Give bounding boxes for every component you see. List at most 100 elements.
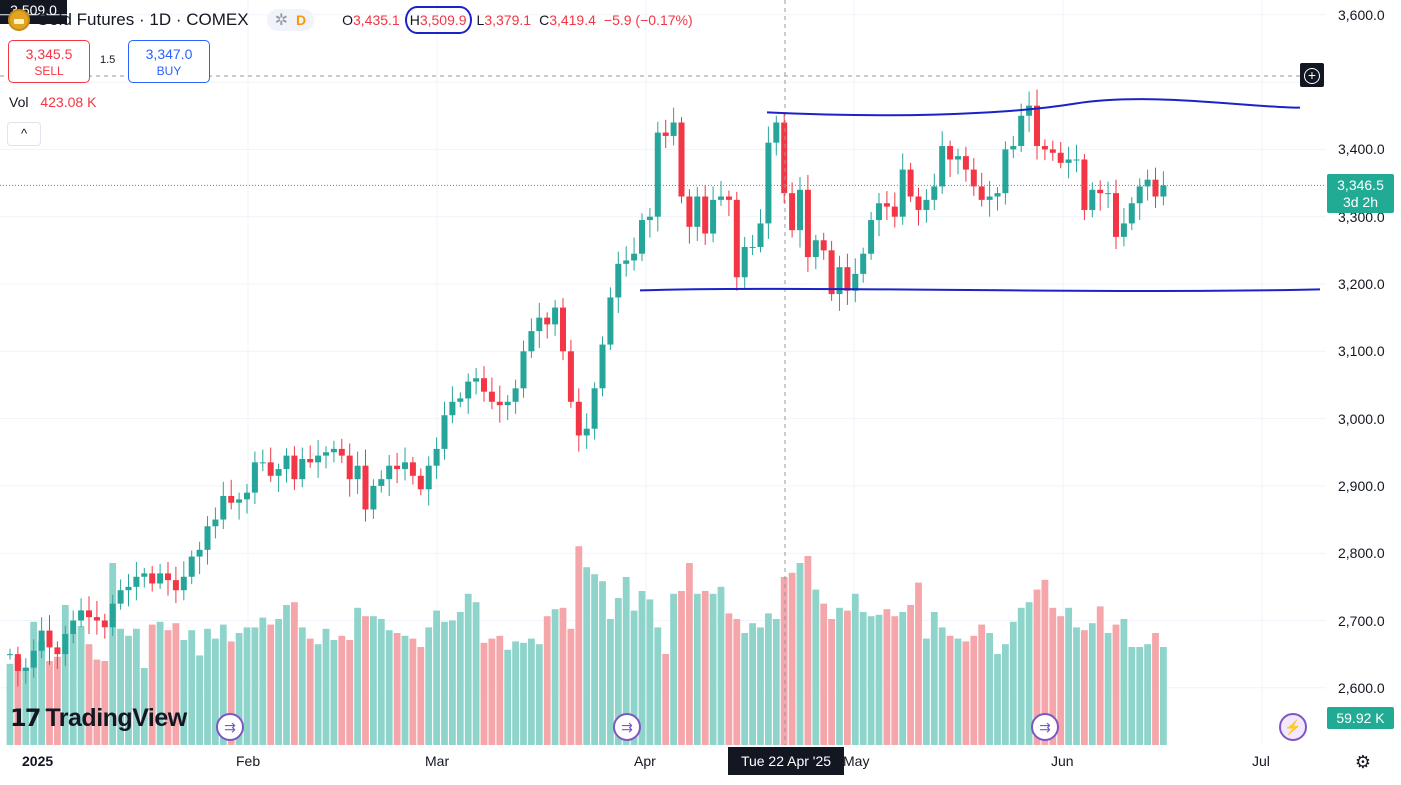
- candle-up: [765, 142, 772, 224]
- volume-bar: [1152, 633, 1159, 745]
- volume-bar: [69, 633, 77, 745]
- candle-up: [117, 590, 124, 604]
- candle-up: [868, 220, 875, 254]
- symbol-title[interactable]: Gold Futures · 1D · COMEX: [36, 10, 249, 29]
- buy-label: BUY: [156, 64, 182, 78]
- support-trendline: [639, 287, 1321, 292]
- candle-up: [876, 203, 882, 221]
- volume-bar: [614, 598, 622, 745]
- volume-bar: [575, 546, 583, 745]
- candle-up: [244, 492, 250, 500]
- volume-bar: [1065, 607, 1072, 745]
- volume-bar: [788, 572, 796, 745]
- candle-down: [686, 196, 693, 227]
- candle-down: [947, 146, 954, 160]
- plus-circle-icon: +: [1304, 68, 1320, 84]
- volume-bar: [212, 638, 219, 745]
- volume-bar: [512, 641, 519, 745]
- candle-down: [101, 620, 108, 628]
- buy-button[interactable]: 3,347.0 BUY: [128, 40, 210, 83]
- market-status-badges[interactable]: ✲ D: [266, 9, 315, 31]
- volume-bar: [338, 635, 346, 745]
- candle-down: [1049, 149, 1056, 153]
- volume-bar: [322, 628, 330, 745]
- candle-up: [1065, 159, 1072, 163]
- candle-up: [836, 267, 843, 295]
- tradingview-logo[interactable]: 17 TradingView: [10, 703, 187, 733]
- volume-bar: [38, 641, 45, 745]
- candle-up: [1018, 115, 1025, 147]
- volume-bar: [61, 605, 69, 745]
- volume-bars: [6, 546, 1167, 745]
- candle-up: [1136, 186, 1143, 204]
- volume-bar: [638, 591, 646, 745]
- candle-up: [955, 156, 961, 160]
- volume-bar: [14, 658, 22, 745]
- dividend-event-icon[interactable]: ⇉: [613, 713, 641, 741]
- volume-bar: [1112, 624, 1120, 745]
- volume-bar: [709, 593, 717, 745]
- candle-up: [125, 586, 132, 591]
- candle-up: [323, 452, 329, 456]
- time-axis-label: Mar: [425, 753, 450, 769]
- volume-bar: [77, 626, 85, 745]
- collapse-legend-button[interactable]: ^: [7, 122, 41, 146]
- volume-bar: [1136, 647, 1144, 745]
- candle-up: [741, 246, 748, 278]
- sell-button[interactable]: 3,345.5 SELL: [8, 40, 90, 83]
- volume-bar: [172, 623, 180, 745]
- high-annotation-circle: H3,509.9: [404, 6, 472, 34]
- candle-up: [188, 556, 195, 577]
- volume-bar: [251, 627, 259, 745]
- candle-up: [370, 485, 377, 510]
- candle-up: [441, 415, 448, 449]
- volume-bar: [30, 621, 38, 745]
- volume-bar: [915, 582, 922, 745]
- candle-up: [299, 458, 306, 480]
- open-value: 3,435.1: [352, 12, 400, 28]
- volume-price-tag: 59.92 K: [1327, 707, 1394, 729]
- candle-up: [512, 388, 519, 402]
- candle-up: [1144, 179, 1151, 187]
- volume-bar: [994, 654, 1001, 745]
- symbol-header: Gold Futures · 1D · COMEX ✲ D O 3,435.1 …: [8, 6, 693, 34]
- candle-down: [804, 189, 811, 258]
- dividend-event-icon[interactable]: ⇉: [1031, 713, 1059, 741]
- volume-bar: [599, 581, 606, 745]
- candle-up: [259, 462, 266, 464]
- volume-bar: [923, 638, 930, 745]
- candle-down: [307, 458, 314, 463]
- low-label: L: [476, 12, 485, 28]
- volume-bar: [385, 630, 393, 745]
- flash-event-icon[interactable]: ⚡: [1279, 713, 1307, 741]
- volume-bar: [1009, 621, 1017, 745]
- volume-bar: [733, 619, 741, 745]
- candle-down: [267, 462, 274, 476]
- volume-bar: [109, 563, 117, 745]
- volume-bar: [859, 612, 867, 745]
- volume-bar: [291, 602, 298, 745]
- time-axis-label: 2025: [22, 753, 54, 769]
- candle-down: [481, 378, 487, 392]
- volume-bar: [591, 574, 598, 745]
- gear-icon[interactable]: ⚙: [1354, 752, 1372, 772]
- candle-up: [38, 630, 45, 651]
- price-axis-label: 2,900.0: [1338, 477, 1385, 494]
- volume-bar: [875, 614, 883, 745]
- volume-bar: [401, 635, 409, 745]
- volume-bar: [986, 633, 993, 745]
- candle-down: [409, 462, 416, 476]
- add-alert-button[interactable]: +: [1300, 63, 1324, 87]
- candle-down: [970, 169, 977, 187]
- dividend-event-icon[interactable]: ⇉: [216, 713, 244, 741]
- spread-value: 1.5: [100, 54, 116, 66]
- candle-down: [733, 199, 740, 278]
- candle-down: [417, 475, 424, 490]
- candle-down: [978, 186, 985, 200]
- volume-bar: [267, 624, 275, 745]
- volume-bar: [370, 616, 377, 745]
- volume-bar: [117, 628, 124, 745]
- volume-bar: [717, 586, 725, 745]
- candle-down: [702, 196, 709, 234]
